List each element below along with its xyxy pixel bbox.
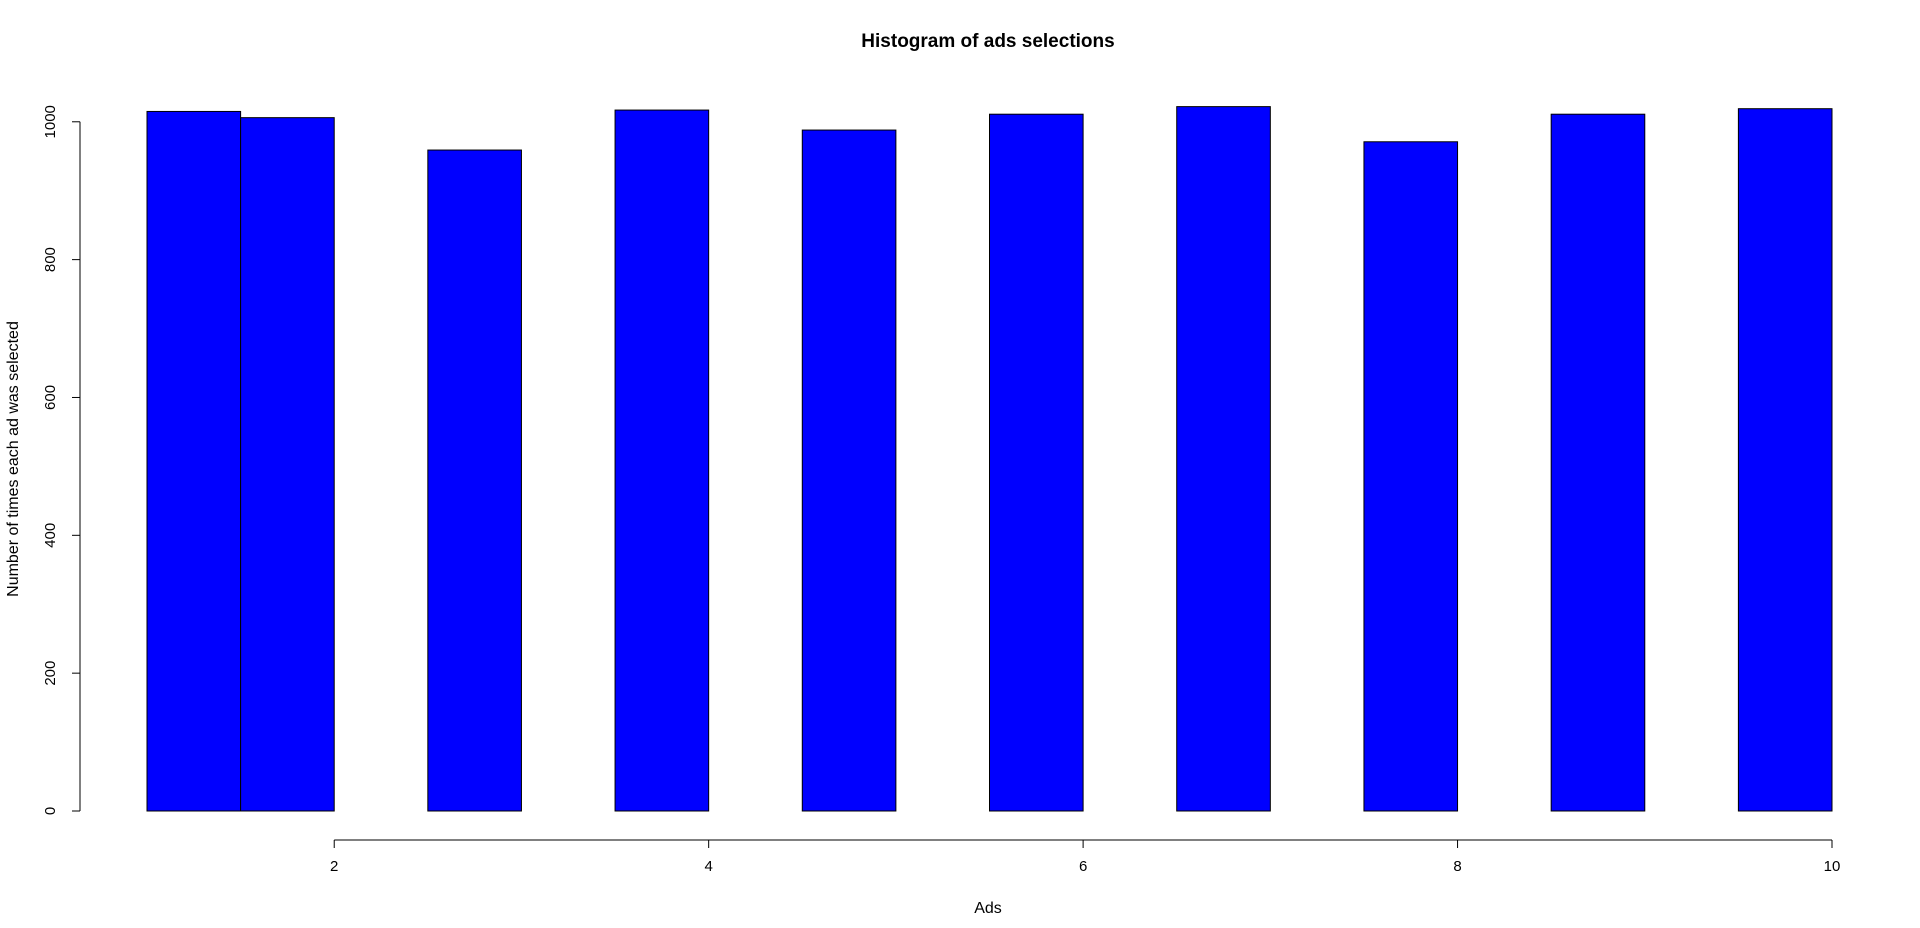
histogram-bar (146, 110, 242, 812)
y-axis-label: Number of times each ad was selected (5, 321, 22, 597)
x-tick-label: 6 (1079, 858, 1087, 875)
histogram-bar (801, 129, 897, 812)
y-axis: 0 200 400 600 800 1000 (42, 105, 81, 815)
y-tick-label: 0 (42, 807, 59, 815)
histogram-bar (1737, 108, 1833, 812)
y-tick-label: 1000 (42, 105, 59, 138)
chart-title: Histogram of ads selections (861, 31, 1114, 52)
x-tick-label: 8 (1453, 858, 1461, 875)
y-tick-label: 600 (42, 385, 59, 410)
x-tick-label: 2 (330, 858, 338, 875)
y-tick-label: 800 (42, 247, 59, 272)
x-axis: 2 4 6 8 10 (330, 839, 1841, 875)
x-tick-label: 4 (704, 858, 712, 875)
histogram-bar (240, 117, 335, 812)
bars-group (146, 106, 1833, 812)
histogram-bar (614, 109, 710, 812)
histogram-bar (989, 113, 1084, 812)
histogram-bar (1176, 106, 1271, 812)
histogram-bar (427, 149, 522, 812)
histogram-bar (1363, 141, 1459, 812)
y-tick-label: 200 (42, 661, 59, 686)
x-tick-label: 10 (1824, 858, 1841, 875)
y-tick-label: 400 (42, 523, 59, 548)
histogram-bar (1550, 113, 1646, 812)
x-axis-label: Ads (974, 900, 1002, 917)
